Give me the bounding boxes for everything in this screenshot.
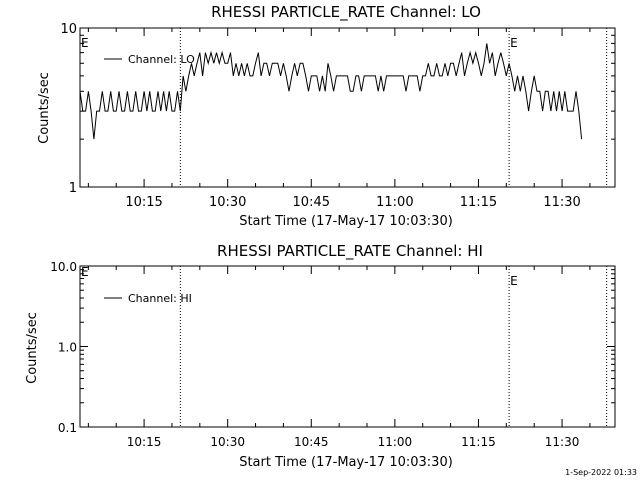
x-tick-label: 10:30 [210, 435, 245, 449]
hi-legend-label: Channel: HI [128, 292, 192, 305]
event-marker-label: E [510, 36, 518, 50]
y-tick-label: 1 [69, 181, 77, 196]
y-tick-label: 1.0 [58, 341, 77, 355]
x-tick-label: 10:30 [209, 195, 246, 210]
lo-y-ticks: 1 10 [60, 22, 615, 196]
lo-y-axis-label: Counts/sec [37, 72, 52, 144]
x-tick-label: 11:30 [545, 435, 580, 449]
x-tick-label: 11:15 [461, 435, 496, 449]
hi-event-markers: E [179, 266, 608, 427]
y-tick-label: 10.0 [50, 260, 77, 274]
x-tick-label: 11:00 [376, 195, 413, 210]
hi-edge-label: E [81, 265, 89, 279]
x-tick-label: 11:15 [460, 195, 497, 210]
lo-panel: RHESSI PARTICLE_RATE Channel: LO Counts/… [37, 3, 616, 229]
hi-legend: Channel: HI [104, 292, 192, 305]
lo-plot-frame [79, 27, 616, 188]
y-tick-label: 10 [60, 22, 77, 37]
hi-panel: RHESSI PARTICLE_RATE Channel: HI Counts/… [25, 242, 616, 470]
hi-x-ticks: 10:15 10:30 10:45 11:00 11:15 11:30 [87, 266, 591, 449]
series-line-0 [79, 43, 583, 140]
x-tick-label: 10:45 [294, 435, 329, 449]
y-tick-label: 0.1 [58, 421, 77, 435]
x-tick-label: 10:15 [127, 435, 162, 449]
hi-y-axis-label: Counts/sec [25, 312, 40, 384]
x-tick-label: 11:00 [378, 435, 413, 449]
hi-plot-frame [79, 265, 616, 428]
x-tick-label: 10:15 [125, 195, 162, 210]
x-tick-label: 11:30 [543, 195, 580, 210]
footer-timestamp: 1-Sep-2022 01:33 [565, 468, 637, 477]
x-tick-label: 10:45 [293, 195, 330, 210]
lo-legend-label: Channel: LO [128, 53, 195, 66]
lo-edge-label: E [81, 36, 89, 50]
hi-y-ticks: 0.1 1.0 10.0 [50, 260, 615, 435]
hi-chart-title: RHESSI PARTICLE_RATE Channel: HI [217, 242, 483, 261]
lo-series-group [79, 43, 583, 140]
lo-legend: Channel: LO [104, 53, 195, 66]
lo-chart-title: RHESSI PARTICLE_RATE Channel: LO [211, 3, 481, 22]
event-marker-label: E [510, 274, 518, 288]
lo-x-axis-label: Start Time (17-May-17 10:03:30) [239, 214, 453, 229]
lo-x-ticks: 10:15 10:30 10:45 11:00 11:15 11:30 [87, 28, 591, 210]
lo-event-markers: E [179, 28, 608, 187]
hi-x-axis-label: Start Time (17-May-17 10:03:30) [239, 455, 453, 470]
